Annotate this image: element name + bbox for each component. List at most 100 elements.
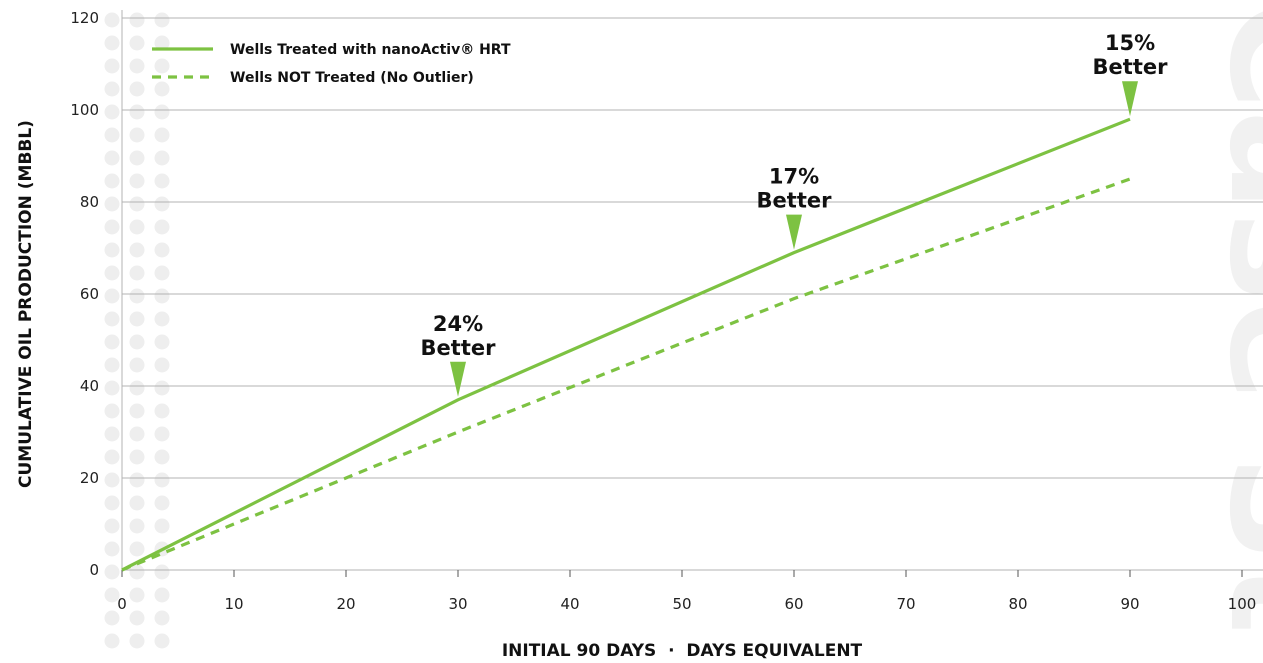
bg-dot bbox=[129, 380, 145, 396]
bg-dot bbox=[129, 449, 145, 465]
bg-dot bbox=[104, 610, 120, 626]
bg-dot bbox=[154, 150, 170, 166]
bg-dot bbox=[129, 265, 145, 281]
annotation-arrow bbox=[1122, 81, 1138, 117]
bg-dot bbox=[104, 334, 120, 350]
bg-dot bbox=[129, 81, 145, 97]
bg-dot bbox=[154, 242, 170, 258]
y-tick-label: 60 bbox=[80, 285, 99, 303]
x-tick-label: 100 bbox=[1228, 595, 1257, 613]
bg-dot bbox=[129, 12, 145, 28]
bg-dot bbox=[154, 35, 170, 51]
bg-dot bbox=[129, 219, 145, 235]
series-line-untreated bbox=[121, 177, 1131, 572]
gridlines bbox=[121, 10, 1263, 571]
bg-dot bbox=[154, 173, 170, 189]
bg-dot bbox=[104, 472, 120, 488]
bg-dot bbox=[129, 403, 145, 419]
bg-dot bbox=[129, 541, 145, 557]
x-tick-label: 40 bbox=[560, 595, 579, 613]
x-tick-label: 90 bbox=[1120, 595, 1139, 613]
bg-dot bbox=[154, 449, 170, 465]
y-tick-label: 80 bbox=[80, 193, 99, 211]
x-tick-label: 0 bbox=[117, 595, 127, 613]
y-tick-label: 120 bbox=[70, 9, 99, 27]
bg-dot bbox=[104, 564, 120, 580]
watermark-text: Case St bbox=[1196, 0, 1263, 634]
bg-dot bbox=[154, 58, 170, 74]
bg-dot bbox=[154, 127, 170, 143]
x-tick-label: 80 bbox=[1008, 595, 1027, 613]
annotation-arrow bbox=[786, 214, 802, 250]
annotation-arrow bbox=[450, 361, 466, 397]
bg-dot bbox=[129, 495, 145, 511]
bg-dot bbox=[129, 104, 145, 120]
bg-dot bbox=[154, 265, 170, 281]
annotation-percent: 24% bbox=[433, 312, 483, 336]
bg-dot bbox=[104, 495, 120, 511]
bg-dot bbox=[129, 196, 145, 212]
bg-dot bbox=[154, 81, 170, 97]
bg-dot bbox=[104, 380, 120, 396]
bg-dot bbox=[129, 58, 145, 74]
bg-dot bbox=[104, 311, 120, 327]
bg-dot bbox=[129, 35, 145, 51]
x-tick-label: 20 bbox=[336, 595, 355, 613]
bg-dot bbox=[154, 357, 170, 373]
bg-dot bbox=[104, 81, 120, 97]
legend: Wells Treated with nanoActiv® HRT Wells N… bbox=[152, 42, 511, 86]
bg-dot bbox=[104, 265, 120, 281]
annotation-percent: 17% bbox=[769, 165, 819, 189]
annotation-percent: 15% bbox=[1105, 31, 1155, 55]
series-lines bbox=[121, 117, 1131, 572]
bg-dot bbox=[154, 587, 170, 603]
annotation-label: Better bbox=[421, 336, 497, 360]
bg-dot bbox=[104, 242, 120, 258]
bg-dot bbox=[104, 35, 120, 51]
bg-dot bbox=[154, 219, 170, 235]
bg-dot bbox=[104, 288, 120, 304]
x-tick-label: 50 bbox=[672, 595, 691, 613]
bg-dot bbox=[129, 357, 145, 373]
bg-dot bbox=[104, 518, 120, 534]
bg-dot bbox=[154, 104, 170, 120]
bg-dot bbox=[154, 518, 170, 534]
y-axis-title: CUMULATIVE OIL PRODUCTION (MBBL) bbox=[16, 120, 36, 488]
x-tick-label: 70 bbox=[896, 595, 915, 613]
bg-dot bbox=[154, 495, 170, 511]
bg-dot bbox=[104, 219, 120, 235]
annotation-label: Better bbox=[757, 189, 833, 213]
bg-dot bbox=[104, 150, 120, 166]
bg-dot bbox=[104, 58, 120, 74]
bg-dot bbox=[129, 311, 145, 327]
x-axis-ticks: 0 10 20 30 40 50 60 70 80 90 100 bbox=[117, 570, 1256, 613]
bg-dot bbox=[129, 472, 145, 488]
bg-dot bbox=[129, 150, 145, 166]
y-tick-label: 100 bbox=[70, 101, 99, 119]
bg-dot bbox=[129, 633, 145, 649]
bg-dot bbox=[154, 380, 170, 396]
legend-label: Wells Treated with nanoActiv® HRT bbox=[230, 42, 511, 58]
x-tick-label: 30 bbox=[448, 595, 467, 613]
x-tick-label: 10 bbox=[224, 595, 243, 613]
bg-dot bbox=[104, 449, 120, 465]
x-tick-label: 60 bbox=[784, 595, 803, 613]
bg-dot bbox=[154, 472, 170, 488]
bg-dot bbox=[154, 288, 170, 304]
bg-dot bbox=[104, 587, 120, 603]
bg-dot bbox=[104, 541, 120, 557]
y-axis-ticks: 0 20 40 60 80 100 120 bbox=[70, 9, 99, 579]
legend-label: Wells NOT Treated (No Outlier) bbox=[230, 70, 474, 86]
bg-dot bbox=[129, 127, 145, 143]
bg-dot bbox=[129, 334, 145, 350]
bg-dot bbox=[154, 403, 170, 419]
bg-dot bbox=[129, 242, 145, 258]
bg-dot bbox=[154, 610, 170, 626]
bg-dot bbox=[129, 610, 145, 626]
bg-dot bbox=[104, 426, 120, 442]
y-tick-label: 0 bbox=[89, 561, 99, 579]
bg-dot bbox=[104, 196, 120, 212]
